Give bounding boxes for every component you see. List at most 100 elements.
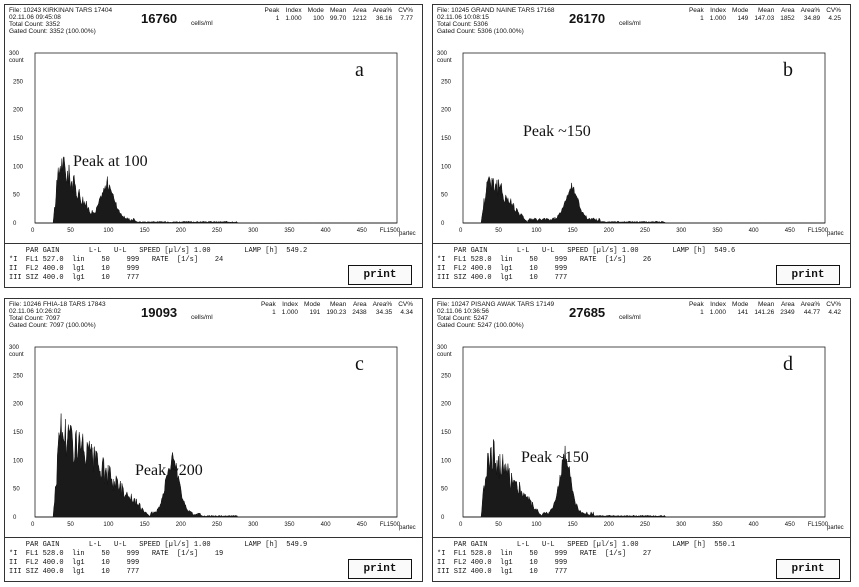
concentration-units: cells/ml xyxy=(619,314,641,321)
panel-letter: c xyxy=(355,353,364,375)
peak-stats-table: Peak Index Mode Mean Area Area% CV% 1 1.000 141 1… xyxy=(686,301,844,316)
stats-value-row: 1 1.000 100 99.70 1212 36.16 7.77 xyxy=(275,14,413,22)
cell-concentration: 26170 xyxy=(569,11,606,26)
print-button[interactable]: print xyxy=(348,265,412,285)
histogram-plot: 300 count 250 200 150 100 50 0 0 50 100 150 200 250 30… xyxy=(5,45,422,243)
x-tick-label: 200 xyxy=(176,522,187,528)
histogram-panel: File: 10243 KIRKINAN TARS 17404 02.11.06… xyxy=(4,4,423,288)
panel-header: File: 10247 PISANG AWAK TARS 17149 02.11… xyxy=(433,299,850,339)
y-tick-label: 50 xyxy=(13,487,20,493)
x-tick-label: 0 xyxy=(31,228,35,234)
x-tick-label: 0 xyxy=(459,522,463,528)
settings-header-row: PAR GAIN L-L U-L SPEED [µl/s] 1.00 LAMP … xyxy=(437,541,736,549)
x-tick-label: 400 xyxy=(749,228,760,234)
y-tick-label: 50 xyxy=(441,487,448,493)
y-tick-label: 0 xyxy=(13,515,17,521)
panel-letter: a xyxy=(355,59,364,81)
cell-concentration: 27685 xyxy=(569,305,606,320)
total-count: Total Count: 7097 xyxy=(9,315,60,322)
y-axis-max-label: 300 xyxy=(9,345,20,351)
instrument-settings: PAR GAIN L-L U-L SPEED [µl/s] 1.00 LAMP … xyxy=(5,537,422,581)
y-tick-label: 200 xyxy=(13,108,24,114)
y-tick-label: 250 xyxy=(441,373,452,379)
cell-concentration: 16760 xyxy=(141,11,178,26)
datetime: 02.11.06 09:45:08 xyxy=(9,14,61,21)
y-axis-unit-label: count xyxy=(9,352,24,358)
settings-header-row: PAR GAIN L-L U-L SPEED [µl/s] 1.00 LAMP … xyxy=(9,247,308,255)
file-name: File: 10245 GRAND NAINE TARS 17168 xyxy=(437,7,555,14)
histogram-panel: File: 10245 GRAND NAINE TARS 17168 02.11… xyxy=(432,4,851,288)
stats-header-row: Peak Index Mode Mean Area Area% CV% xyxy=(260,301,413,308)
x-tick-label: 250 xyxy=(212,228,223,234)
concentration-units: cells/ml xyxy=(619,20,641,27)
x-tick-label: 400 xyxy=(321,228,332,234)
peak-annotation: Peak ~150 xyxy=(523,123,591,140)
x-tick-label: 400 xyxy=(321,522,332,528)
settings-header-row: PAR GAIN L-L U-L SPEED [µl/s] 1.00 LAMP … xyxy=(9,541,308,549)
print-button[interactable]: print xyxy=(776,265,840,285)
y-tick-label: 100 xyxy=(13,164,24,170)
x-tick-label: 150 xyxy=(568,228,579,234)
y-tick-label: 200 xyxy=(13,402,24,408)
x-tick-label: 300 xyxy=(248,522,259,528)
x-axis-end-label: FL1500 xyxy=(808,522,829,528)
x-tick-label: 350 xyxy=(284,522,295,528)
y-tick-label: 100 xyxy=(441,458,452,464)
print-button[interactable]: print xyxy=(776,559,840,579)
x-tick-label: 300 xyxy=(676,522,687,528)
print-button[interactable]: print xyxy=(348,559,412,579)
y-tick-label: 0 xyxy=(13,221,17,227)
settings-siz-row: III SIZ 400.0 lg1 10 777 xyxy=(437,568,568,576)
x-tick-label: 300 xyxy=(676,228,687,234)
histogram-plot: 300 count 250 200 150 100 50 0 0 50 100 150 200 250 30… xyxy=(433,45,850,243)
x-axis-unit-label: partec xyxy=(827,231,844,237)
x-tick-label: 300 xyxy=(248,228,259,234)
y-axis-max-label: 300 xyxy=(437,51,448,57)
settings-siz-row: III SIZ 400.0 lg1 10 777 xyxy=(437,274,568,282)
x-axis-end-label: FL1500 xyxy=(380,522,401,528)
y-tick-label: 250 xyxy=(441,79,452,85)
gated-count: Gated Count: 5306 (100.00%) xyxy=(437,28,524,35)
x-tick-label: 450 xyxy=(357,522,368,528)
concentration-units: cells/ml xyxy=(191,20,213,27)
x-tick-label: 50 xyxy=(495,522,502,528)
settings-fl1-row: *I FL1 528.0 lin 50 999 RATE [1/s] 19 xyxy=(9,550,224,558)
peak-annotation: Peak ~200 xyxy=(135,462,203,479)
settings-fl1-row: *I FL1 528.0 lin 50 999 RATE [1/s] 27 xyxy=(437,550,652,558)
x-tick-label: 0 xyxy=(31,522,35,528)
panel-header: File: 10245 GRAND NAINE TARS 17168 02.11… xyxy=(433,5,850,45)
cell-concentration: 19093 xyxy=(141,305,178,320)
x-tick-label: 100 xyxy=(103,228,114,234)
file-name: File: 10243 KIRKINAN TARS 17404 xyxy=(9,7,113,14)
x-axis-unit-label: partec xyxy=(827,525,844,531)
gated-count: Gated Count: 3352 (100.00%) xyxy=(9,28,96,35)
stats-value-row: 1 1.000 191 190.23 2438 34.35 4.34 xyxy=(272,308,413,316)
file-name: File: 10247 PISANG AWAK TARS 17149 xyxy=(437,301,555,308)
panel-header: File: 10243 KIRKINAN TARS 17404 02.11.06… xyxy=(5,5,422,45)
total-count: Total Count: 5306 xyxy=(437,21,488,28)
y-axis-max-label: 300 xyxy=(437,345,448,351)
y-tick-label: 50 xyxy=(441,193,448,199)
x-tick-label: 350 xyxy=(712,522,723,528)
x-tick-label: 150 xyxy=(140,522,151,528)
x-tick-label: 450 xyxy=(785,228,796,234)
histogram-trace xyxy=(463,439,825,518)
x-tick-label: 350 xyxy=(712,228,723,234)
concentration-units: cells/ml xyxy=(191,314,213,321)
y-tick-label: 100 xyxy=(13,458,24,464)
y-tick-label: 200 xyxy=(441,108,452,114)
datetime: 02.11.06 10:36:56 xyxy=(437,308,489,315)
settings-header-row: PAR GAIN L-L U-L SPEED [µl/s] 1.00 LAMP … xyxy=(437,247,736,255)
instrument-settings: PAR GAIN L-L U-L SPEED [µl/s] 1.00 LAMP … xyxy=(433,243,850,287)
x-tick-label: 150 xyxy=(140,228,151,234)
y-tick-label: 150 xyxy=(13,136,24,142)
settings-siz-row: III SIZ 400.0 lg1 10 777 xyxy=(9,568,140,576)
x-tick-label: 0 xyxy=(459,228,463,234)
instrument-settings: PAR GAIN L-L U-L SPEED [µl/s] 1.00 LAMP … xyxy=(433,537,850,581)
panel-letter: d xyxy=(783,353,793,375)
panel-header: File: 10246 FHIA-18 TARS 17843 02.11.06 … xyxy=(5,299,422,339)
x-tick-label: 200 xyxy=(604,522,615,528)
y-tick-label: 150 xyxy=(441,136,452,142)
